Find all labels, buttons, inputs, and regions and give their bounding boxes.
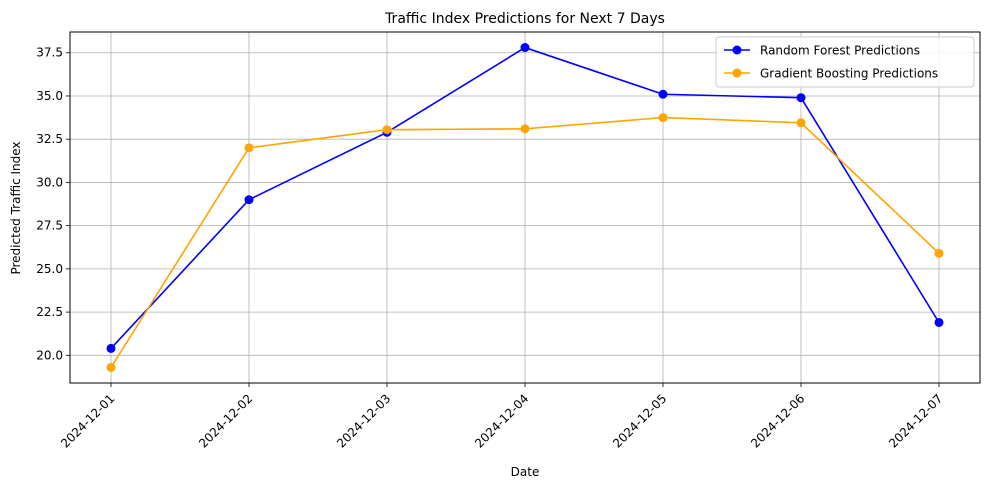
x-tick-label: 2024-12-02 (196, 391, 255, 450)
data-point (934, 317, 944, 327)
y-tick-label: 37.5 (36, 46, 63, 60)
data-point (520, 124, 530, 134)
data-point (106, 362, 116, 372)
legend-marker (732, 68, 742, 78)
x-axis-label: Date (511, 465, 540, 479)
y-tick-label: 25.0 (36, 262, 63, 276)
data-point (796, 118, 806, 128)
data-point (244, 143, 254, 153)
x-tick-label: 2024-12-03 (334, 391, 393, 450)
data-point (382, 125, 392, 135)
data-point (934, 248, 944, 258)
x-tick-label: 2024-12-01 (58, 391, 117, 450)
data-point (106, 343, 116, 353)
y-tick-label: 35.0 (36, 89, 63, 103)
legend: Random Forest Predictions Gradient Boosti… (715, 36, 975, 88)
legend-box (715, 36, 975, 88)
y-axis-label: Predicted Traffic Index (9, 141, 23, 274)
grid-lines (70, 32, 980, 383)
y-tick-label: 27.5 (36, 219, 63, 233)
x-tick-label: 2024-12-05 (610, 391, 669, 450)
series-layer (106, 43, 944, 372)
y-tick-label: 22.5 (36, 305, 63, 319)
data-point (244, 195, 254, 205)
y-tick-label: 32.5 (36, 132, 63, 146)
axis-ticks: 2024-12-01 2024-12-02 2024-12-03 2024-12-04… (36, 46, 945, 451)
y-tick-label: 20.0 (36, 348, 63, 362)
chart-title: Traffic Index Predictions for Next 7 Day… (384, 11, 665, 27)
data-point (658, 89, 668, 99)
x-tick-label: 2024-12-07 (886, 391, 945, 450)
x-tick-label: 2024-12-04 (472, 391, 531, 450)
legend-label: Gradient Boosting Predictions (760, 67, 938, 81)
y-tick-label: 30.0 (36, 175, 63, 189)
data-point (658, 113, 668, 123)
data-point (796, 93, 806, 103)
x-tick-label: 2024-12-06 (748, 391, 807, 450)
data-point (520, 43, 530, 53)
legend-label: Random Forest Predictions (760, 44, 920, 58)
legend-marker (732, 45, 742, 55)
